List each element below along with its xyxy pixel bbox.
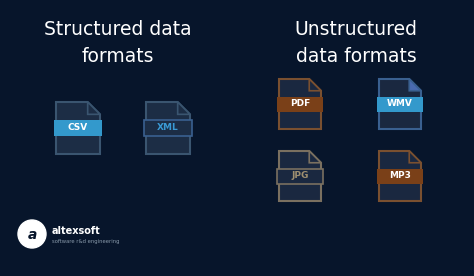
Polygon shape	[379, 151, 421, 201]
Text: CSV: CSV	[68, 123, 88, 132]
Text: software r&d engineering: software r&d engineering	[52, 238, 119, 243]
Text: altexsoft: altexsoft	[52, 226, 101, 236]
Text: JPG: JPG	[292, 171, 309, 181]
Polygon shape	[379, 79, 421, 129]
Polygon shape	[309, 79, 321, 91]
Polygon shape	[279, 79, 321, 129]
Text: a: a	[27, 228, 36, 242]
Circle shape	[18, 220, 46, 248]
FancyBboxPatch shape	[54, 120, 102, 136]
FancyBboxPatch shape	[377, 169, 423, 184]
Text: MP3: MP3	[389, 171, 411, 181]
FancyBboxPatch shape	[277, 169, 323, 184]
Text: PDF: PDF	[290, 100, 310, 108]
FancyBboxPatch shape	[144, 120, 192, 136]
Polygon shape	[409, 79, 421, 91]
FancyBboxPatch shape	[277, 97, 323, 112]
Polygon shape	[88, 102, 100, 114]
Polygon shape	[56, 102, 100, 154]
Text: Structured data
formats: Structured data formats	[44, 20, 192, 65]
Polygon shape	[409, 151, 421, 163]
Polygon shape	[178, 102, 190, 114]
FancyBboxPatch shape	[377, 97, 423, 112]
Text: Unstructured
data formats: Unstructured data formats	[294, 20, 418, 65]
Polygon shape	[279, 151, 321, 201]
Text: WMV: WMV	[387, 100, 413, 108]
Polygon shape	[309, 151, 321, 163]
Text: XML: XML	[157, 123, 179, 132]
Polygon shape	[146, 102, 190, 154]
